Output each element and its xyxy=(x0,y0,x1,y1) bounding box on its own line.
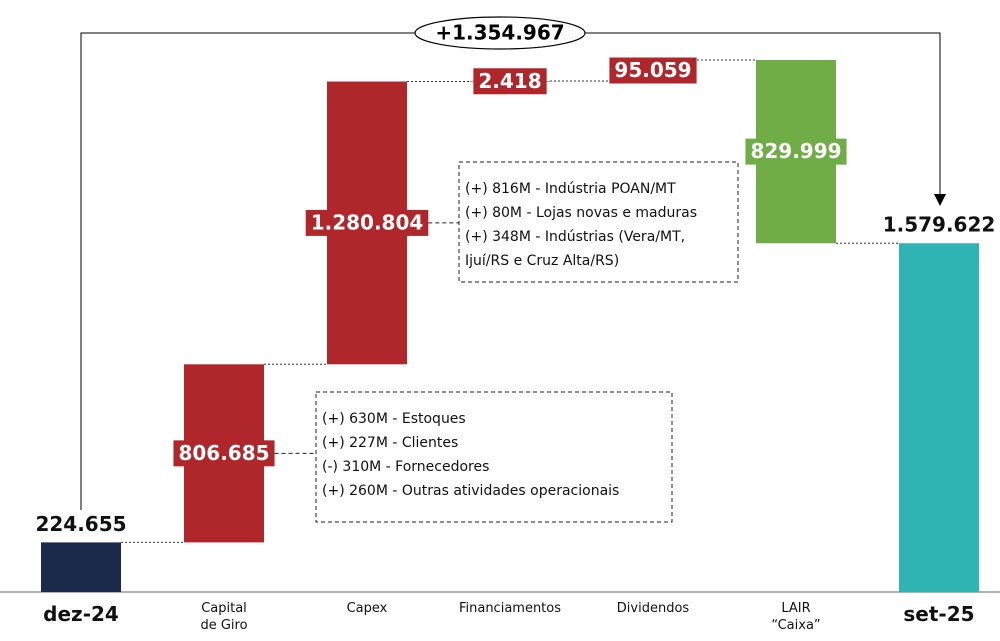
note-line: (+) 227M - Clientes xyxy=(322,435,458,451)
note-line: (-) 310M - Fornecedores xyxy=(322,459,489,475)
x-tick-label: Financiamentos xyxy=(458,601,562,616)
note-line: (+) 630M - Estoques xyxy=(322,411,466,427)
value-label-box xyxy=(473,68,547,95)
x-tick-label: dez-24 xyxy=(43,602,119,626)
value-label: 95.059 xyxy=(614,58,691,82)
value-label: 1.579.622 xyxy=(883,213,996,237)
value-label: 2.418 xyxy=(478,69,541,93)
value-label: 1.280.804 xyxy=(311,210,424,234)
arrowhead xyxy=(934,194,946,206)
note-box xyxy=(458,161,739,283)
note-box xyxy=(315,391,673,523)
value-label: 224.655 xyxy=(35,512,126,536)
bar xyxy=(899,243,979,592)
bracket-arrow xyxy=(585,32,941,202)
value-label-box xyxy=(745,138,847,165)
value-label: 829.999 xyxy=(750,139,841,163)
value-label-box xyxy=(305,209,429,236)
bar xyxy=(41,542,121,592)
annotation: +1.354.967 xyxy=(435,21,564,45)
annotation-ellipse xyxy=(414,16,586,50)
x-tick-label: LAIR “Caixa” xyxy=(771,601,821,633)
note-line: Ijuí/RS e Cruz Alta/RS) xyxy=(465,253,619,269)
note-line: (+) 816M - Indústria POAN/MT xyxy=(465,181,676,197)
x-tick-label: Dividendos xyxy=(616,601,690,616)
x-tick-label: set-25 xyxy=(903,602,975,626)
value-label-box xyxy=(173,440,275,467)
value-label: 806.685 xyxy=(178,441,269,465)
note-line: (+) 260M - Outras atividades operacionai… xyxy=(322,483,619,499)
note-line: (+) 348M - Indústrias (Vera/MT, xyxy=(465,229,685,245)
bracket xyxy=(80,32,415,510)
note-line: (+) 80M - Lojas novas e maduras xyxy=(465,205,697,221)
x-tick-label: Capital de Giro xyxy=(200,601,248,633)
value-label-box xyxy=(609,57,697,84)
x-tick-label: Capex xyxy=(346,601,388,616)
